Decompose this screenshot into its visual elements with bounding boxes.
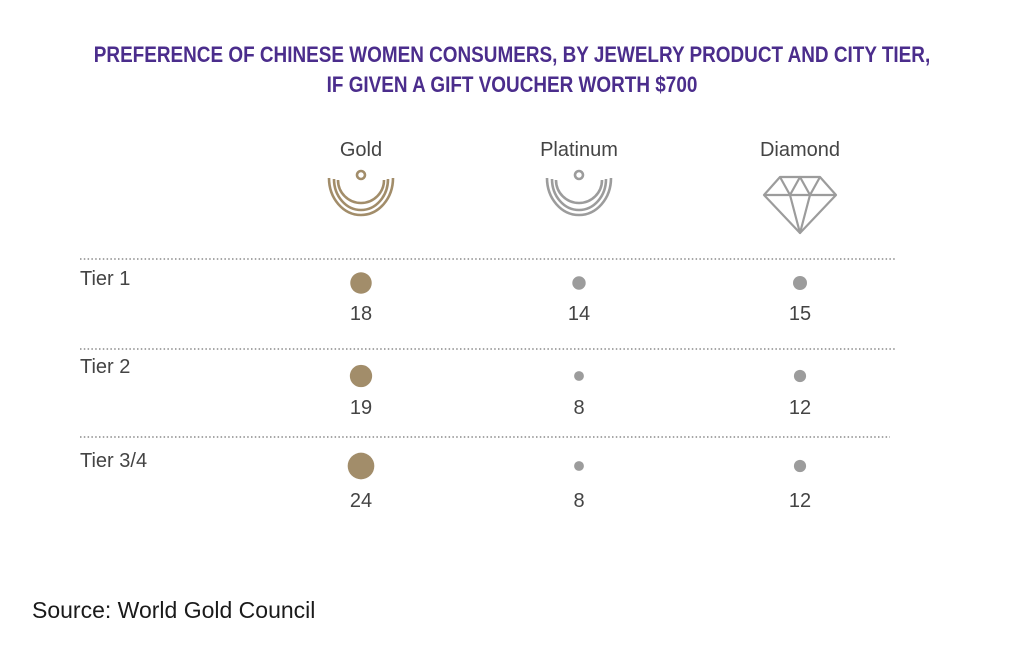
value-label: 8 (573, 490, 584, 512)
value-label: 19 (350, 397, 372, 419)
gold-necklace-icon (327, 169, 395, 217)
value-label: 14 (568, 303, 590, 325)
value-label: 8 (573, 397, 584, 419)
source-note: Source: World Gold Council (32, 597, 316, 623)
column-header-gold: Gold (340, 139, 382, 161)
value-label: 18 (350, 303, 372, 325)
bubble-diamond (793, 369, 807, 383)
bubble-diamond (793, 276, 807, 290)
diamond-icon (762, 175, 838, 235)
column-header-diamond: Diamond (760, 139, 840, 161)
chart-title-line-1: PREFERENCE OF CHINESE WOMEN CONSUMERS, B… (93, 42, 931, 67)
row-label: Tier 2 (80, 356, 130, 378)
value-label: 12 (789, 490, 811, 512)
value-label: 15 (789, 303, 811, 325)
bubble-platinum (574, 371, 584, 381)
value-label: 24 (350, 490, 372, 512)
chart-title: PREFERENCE OF CHINESE WOMEN CONSUMERS, B… (72, 40, 953, 100)
bubble-platinum (572, 276, 586, 290)
value-label: 12 (789, 397, 811, 419)
bubble-gold (347, 452, 375, 480)
bubble-gold (349, 364, 373, 388)
bubble-platinum (574, 461, 584, 471)
column-header-platinum: Platinum (540, 139, 618, 161)
row-label: Tier 3/4 (80, 450, 147, 472)
platinum-necklace-icon (545, 169, 613, 217)
chart-title-line-2: IF GIVEN A GIFT VOUCHER WORTH $700 (326, 72, 698, 97)
bubble-diamond (793, 459, 807, 473)
bubble-gold (350, 272, 372, 294)
row-label: Tier 1 (80, 268, 130, 290)
